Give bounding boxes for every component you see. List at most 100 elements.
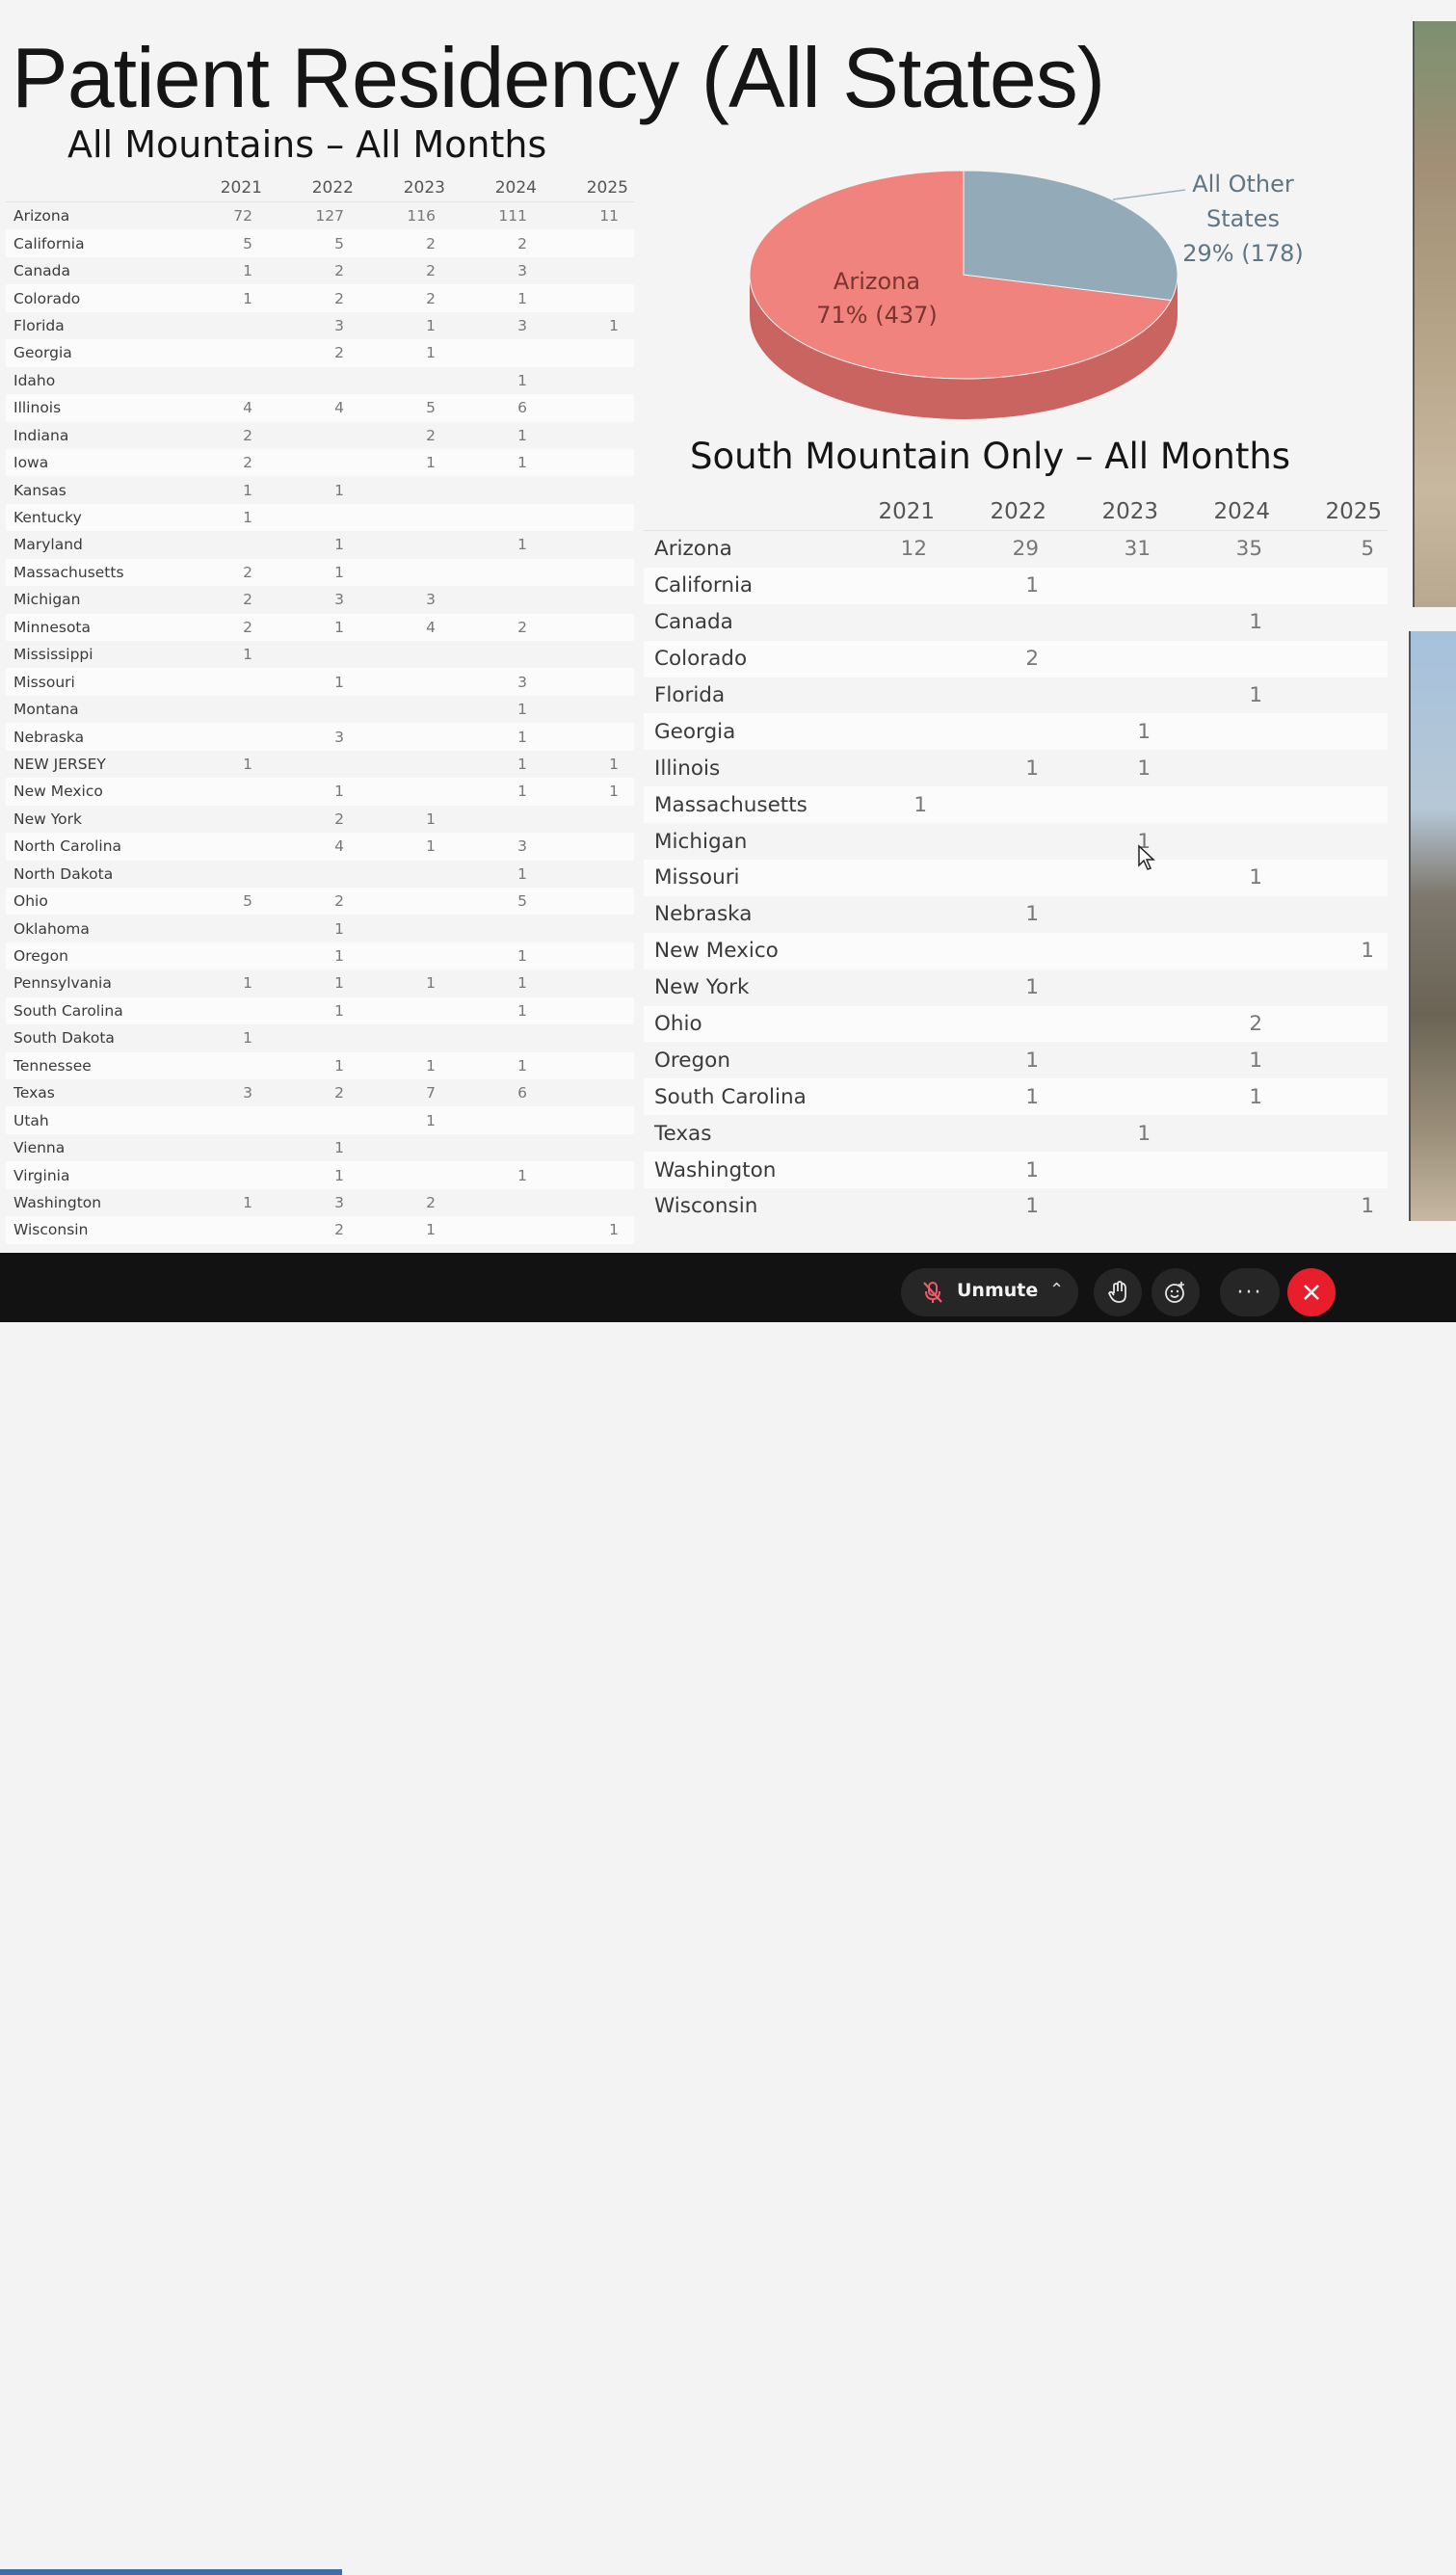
state-name: Kansas <box>13 481 66 499</box>
state-name: NEW JERSEY <box>13 755 106 773</box>
patient-count: 2 <box>359 229 451 257</box>
unmute-button[interactable]: Unmute ⌃ <box>901 1268 1078 1316</box>
patient-count: 1 <box>334 1139 344 1157</box>
patient-count <box>359 723 451 751</box>
patient-count: 3 <box>243 1084 252 1102</box>
patient-count: 1 <box>359 1106 451 1134</box>
table-row: Georgia 1 <box>644 713 1388 751</box>
table-row: Canada 1 <box>644 604 1388 641</box>
header-year: 2025 <box>543 174 634 202</box>
patient-count: 1 <box>426 316 436 334</box>
patient-count <box>543 284 634 312</box>
patient-count: 2 <box>268 1216 359 1244</box>
mic-off-icon <box>923 1282 942 1303</box>
table-row: Nebraska 3 1 <box>6 723 634 751</box>
header-year: 2021 <box>829 493 940 531</box>
patient-count: 4 <box>268 833 359 861</box>
patient-count <box>268 422 359 449</box>
mouse-pointer-icon <box>1138 844 1155 870</box>
table-row: Georgia 2 1 <box>6 339 634 367</box>
patient-count <box>829 896 940 933</box>
patient-count: 1 <box>426 810 436 828</box>
table-row: Oregon 1 1 <box>6 942 634 970</box>
state-name: California <box>6 229 181 257</box>
patient-count <box>1164 932 1276 969</box>
state-name: Maryland <box>13 536 83 554</box>
state-name: Oregon <box>654 1048 730 1073</box>
patient-count <box>940 860 1052 896</box>
table-row: Missouri 1 <box>644 860 1388 896</box>
screen-share-indicator <box>0 2569 342 2575</box>
state-name: New Mexico <box>644 932 829 969</box>
patient-count <box>543 367 634 394</box>
state-name: Ohio <box>6 887 181 916</box>
patient-count <box>268 448 359 477</box>
patient-count <box>543 1189 634 1216</box>
state-name: Minnesota <box>6 613 181 641</box>
more-options-button[interactable]: ··· <box>1220 1268 1280 1316</box>
patient-count <box>1276 713 1388 751</box>
table-row: Maryland 1 1 <box>6 531 634 558</box>
patient-count: 1 <box>451 942 543 970</box>
table-row: Mississippi 1 <box>6 641 634 668</box>
patient-count <box>543 229 634 257</box>
chevron-up-icon[interactable]: ⌃ <box>1049 1280 1065 1300</box>
patient-count <box>543 668 634 696</box>
table-row: Michigan 2 3 3 <box>6 586 634 613</box>
table-row: North Dakota 1 <box>6 861 634 888</box>
patient-count <box>359 778 451 806</box>
reactions-button[interactable] <box>1152 1268 1200 1316</box>
raise-hand-button[interactable] <box>1094 1268 1142 1316</box>
state-name: Wisconsin <box>654 1194 758 1219</box>
table-row: Washington 1 3 2 <box>6 1189 634 1216</box>
patient-count <box>181 833 268 861</box>
patient-count: 1 <box>334 919 344 938</box>
state-name: Iowa <box>6 448 181 477</box>
patient-count: 3 <box>451 833 543 861</box>
patient-count <box>543 723 634 751</box>
patient-count <box>359 1024 451 1051</box>
patient-count: 2 <box>426 262 436 280</box>
patient-count: 2 <box>451 229 543 257</box>
patient-count <box>181 915 268 942</box>
table-row: Colorado 2 <box>644 640 1388 677</box>
patient-count: 2 <box>181 613 268 641</box>
table-row: New Mexico 1 1 1 <box>6 778 634 806</box>
table-body: Arizona 72 127 116 111 11 California 5 5 2 2 Canada… <box>6 202 634 1244</box>
state-name: Washington <box>644 1152 829 1189</box>
patient-count <box>1052 1152 1164 1189</box>
patient-count <box>543 806 634 833</box>
patient-count <box>829 1005 940 1043</box>
state-name: Canada <box>13 262 70 280</box>
header-year: 2023 <box>1052 493 1164 531</box>
patient-count <box>1276 1005 1388 1043</box>
patient-count: 5 <box>181 229 268 257</box>
patient-count <box>543 476 634 503</box>
patient-count <box>181 531 268 558</box>
state-name: Missouri <box>6 668 181 696</box>
patient-count <box>181 696 268 723</box>
patient-count <box>268 861 359 888</box>
patient-count <box>543 641 634 668</box>
table-row: Indiana 2 2 1 <box>6 422 634 449</box>
patient-count <box>543 422 634 449</box>
patient-count: 1 <box>359 1051 451 1079</box>
leave-call-button[interactable] <box>1287 1268 1336 1316</box>
state-name: Idaho <box>13 371 56 389</box>
patient-count <box>543 257 634 284</box>
patient-count <box>181 1051 268 1079</box>
state-name: Colorado <box>644 640 829 677</box>
state-name: Georgia <box>6 339 181 367</box>
state-name: California <box>644 567 829 604</box>
patient-count <box>829 640 940 677</box>
patient-count: 1 <box>1276 932 1388 969</box>
patient-count <box>181 806 268 833</box>
patient-count <box>359 476 451 503</box>
patient-count <box>543 1024 634 1051</box>
patient-count: 1 <box>268 778 359 806</box>
patient-count <box>181 1161 268 1189</box>
pie-value-other: 29% (178) <box>1182 240 1304 267</box>
patient-count: 1 <box>1249 610 1262 635</box>
patient-count <box>940 932 1052 969</box>
patient-count <box>543 1051 634 1079</box>
